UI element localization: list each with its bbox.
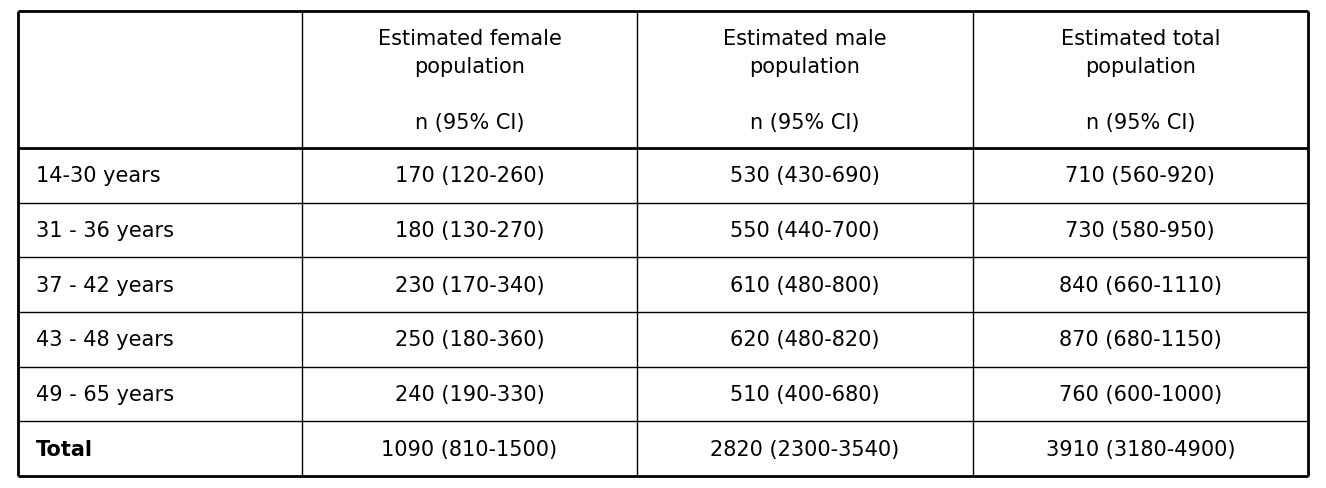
Text: 14-30 years: 14-30 years [36,166,160,186]
Text: 760 (600-1000): 760 (600-1000) [1058,384,1221,404]
Text: 31 - 36 years: 31 - 36 years [36,221,174,241]
Text: 37 - 42 years: 37 - 42 years [36,275,174,295]
Text: 3910 (3180-4900): 3910 (3180-4900) [1045,439,1235,459]
Text: 240 (190-330): 240 (190-330) [395,384,545,404]
Text: 170 (120-260): 170 (120-260) [395,166,545,186]
Text: Estimated female
population

n (95% CI): Estimated female population n (95% CI) [378,28,561,132]
Text: 510 (400-680): 510 (400-680) [731,384,879,404]
Text: 180 (130-270): 180 (130-270) [395,221,544,241]
Text: 610 (480-800): 610 (480-800) [731,275,879,295]
Text: 1090 (810-1500): 1090 (810-1500) [382,439,557,459]
Text: 43 - 48 years: 43 - 48 years [36,330,174,350]
Text: 730 (580-950): 730 (580-950) [1066,221,1215,241]
Text: Total: Total [36,439,93,459]
Text: 870 (680-1150): 870 (680-1150) [1059,330,1221,350]
Text: Estimated male
population

n (95% CI): Estimated male population n (95% CI) [723,28,887,132]
Text: 550 (440-700): 550 (440-700) [731,221,879,241]
Text: 230 (170-340): 230 (170-340) [395,275,544,295]
Text: 49 - 65 years: 49 - 65 years [36,384,174,404]
Text: 840 (660-1110): 840 (660-1110) [1058,275,1221,295]
Text: 710 (560-920): 710 (560-920) [1065,166,1215,186]
Text: Estimated total
population

n (95% CI): Estimated total population n (95% CI) [1061,28,1220,132]
Text: 530 (430-690): 530 (430-690) [729,166,880,186]
Text: 250 (180-360): 250 (180-360) [395,330,544,350]
Text: 2820 (2300-3540): 2820 (2300-3540) [711,439,899,459]
Text: 620 (480-820): 620 (480-820) [731,330,879,350]
